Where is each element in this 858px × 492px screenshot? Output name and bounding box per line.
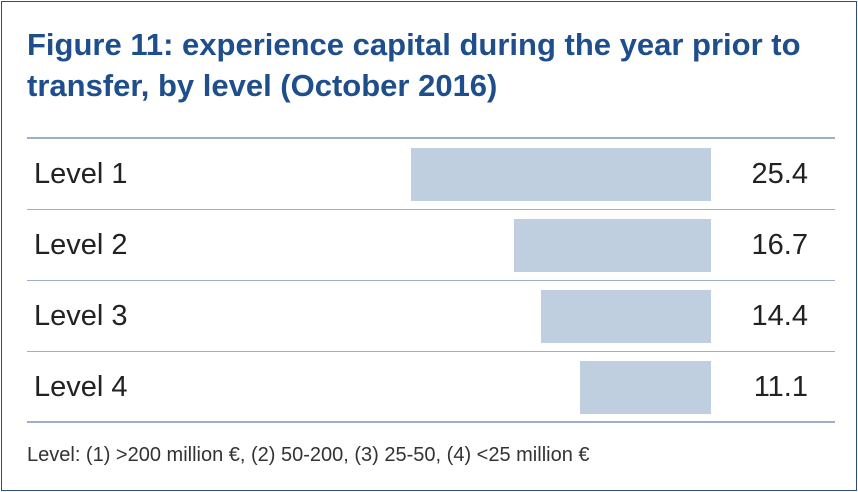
bar [513,219,711,272]
bar-label: Level 1 [34,158,128,190]
footnote: Level: (1) >200 million €, (2) 50-200, (… [27,444,590,466]
bar [579,361,711,414]
bar [411,148,711,201]
bar-label: Level 4 [34,371,128,403]
table-bottom-rule [27,421,835,423]
bar-value-label: 14.4 [751,300,808,332]
bar-value-label: 11.1 [753,371,808,403]
table-top-rule [27,137,835,139]
row-divider [27,351,835,352]
row-divider [27,280,835,281]
bar-label: Level 3 [34,300,128,332]
bar [540,290,711,343]
chart-title: Figure 11: experience capital during the… [27,27,801,103]
bar-value-label: 25.4 [751,158,808,190]
bar-label: Level 2 [34,229,128,261]
row-divider [27,209,835,210]
bar-value-label: 16.7 [751,229,808,261]
